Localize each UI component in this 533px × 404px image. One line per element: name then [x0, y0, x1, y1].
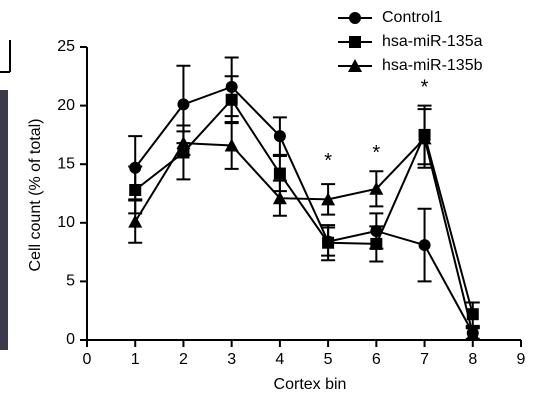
x-axis-label: Cortex bin: [274, 376, 347, 393]
marker: [273, 130, 286, 143]
marker: [418, 239, 431, 252]
x-tick-label: 8: [468, 351, 477, 368]
marker: [225, 93, 238, 106]
marker: [176, 136, 191, 150]
marker: [466, 308, 479, 321]
y-tick-label: 5: [66, 273, 75, 290]
x-tick-label: 1: [131, 351, 140, 368]
marker: [224, 138, 239, 152]
annotation: *: [324, 150, 332, 172]
y-axis-label: Cell count (% of total): [27, 119, 44, 272]
x-tick-label: 9: [517, 351, 526, 368]
marker: [129, 183, 142, 196]
marker: [417, 131, 432, 145]
y-tick-label: 25: [57, 38, 75, 55]
annotation: *: [421, 76, 429, 98]
marker: [370, 237, 383, 250]
annotation: *: [372, 142, 380, 164]
y-tick-label: 0: [66, 331, 75, 348]
legend-marker: [348, 59, 362, 72]
image-strip: [0, 90, 8, 350]
marker: [322, 236, 335, 249]
marker: [128, 214, 143, 228]
y-tick-label: 15: [57, 155, 75, 172]
legend-label: hsa-miR-135a: [382, 33, 483, 50]
series-line: [134, 136, 474, 335]
legend-label: hsa-miR-135b: [382, 57, 483, 74]
x-tick-label: 7: [420, 351, 429, 368]
marker: [369, 181, 384, 195]
y-tick-label: 10: [57, 214, 75, 231]
x-tick-label: 3: [227, 351, 236, 368]
series-line: [134, 85, 474, 334]
x-tick-label: 6: [372, 351, 381, 368]
x-tick-label: 2: [179, 351, 188, 368]
marker: [465, 327, 480, 341]
x-tick-label: 0: [83, 351, 92, 368]
x-tick-label: 4: [275, 351, 284, 368]
y-tick-label: 20: [57, 97, 75, 114]
legend-label: Control1: [382, 9, 443, 26]
legend-marker: [349, 12, 361, 24]
marker: [273, 167, 286, 180]
marker: [272, 191, 287, 205]
marker: [177, 98, 190, 111]
x-tick-label: 5: [324, 351, 333, 368]
legend-marker: [349, 36, 361, 48]
marker: [321, 192, 336, 206]
